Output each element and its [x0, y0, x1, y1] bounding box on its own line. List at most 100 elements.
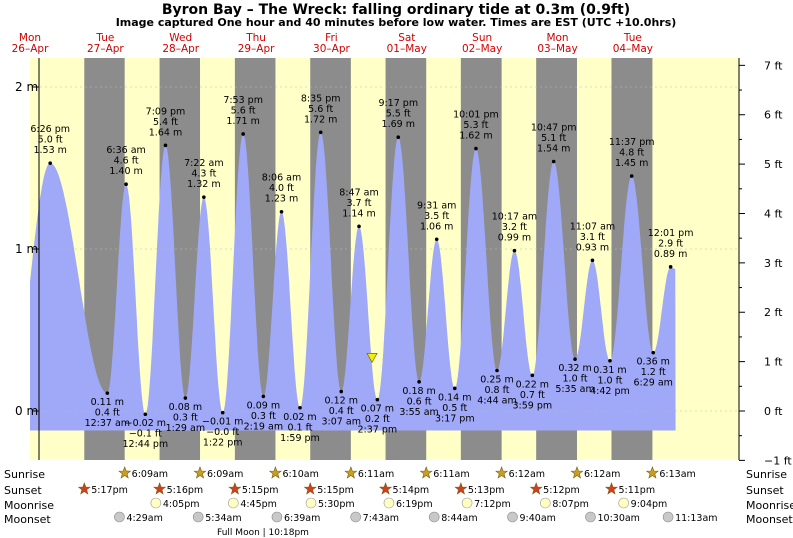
low-tide-label: 0.07 m0.2 ft2:37 pm: [358, 397, 397, 436]
tide-point: [452, 386, 457, 391]
tide-point: [339, 389, 344, 394]
moonrise-time: 7:12pm: [474, 499, 511, 510]
tide-point: [668, 265, 673, 269]
day-date: 30–Apr: [313, 43, 350, 55]
low-tide-label: 0.25 m0.8 ft4:44 am: [477, 368, 517, 407]
high-tide-label: 9:31 am3.5 ft1.06 m: [417, 200, 456, 242]
moonrise-time: 4:05pm: [163, 499, 200, 510]
tide-label-m: 1.23 m: [265, 194, 298, 205]
moonrise-icon: [228, 497, 239, 509]
tide-label-time: 6:29 am: [634, 378, 673, 389]
sunset-icon: [228, 482, 242, 495]
tide-point: [220, 410, 225, 415]
tide-label-m: 0.11 m: [91, 397, 124, 408]
tide-label-time: 4:44 am: [477, 396, 516, 407]
day-date: 04–May: [613, 43, 653, 55]
day-name: Tue: [623, 32, 642, 44]
tide-label-ft: 0.8 ft: [484, 385, 509, 396]
tide-point: [241, 132, 245, 136]
tide-label-ft: 0.6 ft: [407, 396, 432, 407]
tide-label-ft: 0.5 ft: [442, 403, 467, 414]
sunrise-icon: [344, 466, 358, 479]
day-name: Thu: [245, 32, 266, 44]
low-tide-label: 0.09 m0.3 ft2:19 am: [244, 394, 283, 432]
tide-point: [298, 405, 302, 410]
tide-label-ft: 0.4 ft: [95, 408, 120, 419]
tide-label-ft: 5.3 ft: [463, 120, 488, 131]
tide-label-m: 1.45 m: [615, 158, 648, 169]
tide-label-m: 0.31 m: [593, 365, 626, 376]
tide-label-ft: 1.0 ft: [597, 375, 622, 386]
tide-label-m: 0.02 m: [283, 412, 316, 423]
right-axis-label: 7 ft: [764, 59, 783, 72]
tide-point: [573, 357, 577, 361]
tide-label-time: 4:42 pm: [590, 386, 630, 397]
tide-label-ft: 4.6 ft: [114, 156, 139, 167]
day-name: Sun: [472, 32, 492, 44]
grid-lines: [30, 86, 739, 412]
low-tide-label: 0.18 m0.6 ft3:55 am: [399, 380, 439, 418]
tide-label-ft: 0.2 ft: [365, 414, 390, 425]
tide-label-time: 12:01 pm: [648, 228, 694, 239]
moonset-time: 9:40am: [520, 513, 556, 524]
tide-label-ft: 2.9 ft: [658, 238, 683, 249]
moonrise-icon: [618, 497, 629, 509]
low-tide-label: 0.22 m0.7 ft3:59 pm: [513, 373, 552, 411]
sunrise-icon: [570, 466, 584, 479]
tide-label-m: 1.69 m: [382, 119, 415, 130]
tide-label-m: 0.99 m: [498, 233, 531, 244]
moonset-icon: [192, 511, 204, 523]
low-tide-label: 0.12 m0.4 ft3:07 am: [322, 389, 361, 428]
high-tide-label: 8:35 pm5.6 ft1.72 m: [301, 93, 341, 135]
sunset-icon: [153, 482, 167, 495]
tide-label-ft: 4.8 ft: [619, 148, 644, 159]
sunrise-time: 6:09am: [132, 469, 168, 480]
high-tide-label: 12:01 pm2.9 ft0.89 m: [648, 228, 694, 269]
sunrise-time: 6:12am: [584, 469, 620, 480]
day-name: Tue: [95, 32, 114, 44]
tide-label-time: 1:29 am: [166, 423, 205, 434]
tide-label-ft: 4.0 ft: [269, 183, 294, 194]
tide-label-m: 0.25 m: [480, 375, 513, 386]
sunset-time: 5:14pm: [393, 485, 430, 496]
moonrise-time: 8:07pm: [552, 499, 589, 510]
moonrise-row-label-right: Moonrise: [746, 499, 793, 512]
moonset-time: 6:39am: [284, 513, 320, 524]
tide-point: [318, 130, 323, 135]
tide-point: [48, 161, 52, 165]
low-tide-label: 0.02 m0.1 ft1:59 pm: [280, 405, 320, 444]
tide-label-time: 8:06 am: [262, 173, 301, 184]
sunrise-icon: [419, 466, 433, 479]
tide-label-m: 0.32 m: [558, 363, 591, 374]
sunset-time: 5:17pm: [91, 485, 128, 496]
day-date: 26–Apr: [12, 43, 49, 55]
sunrise-time: 6:09am: [207, 469, 243, 480]
low-tide-label: 0.08 m0.3 ft1:29 am: [166, 396, 205, 434]
tide-label-time: 2:19 am: [244, 421, 283, 432]
tide-label-m: 1.32 m: [187, 179, 220, 190]
high-tide-label: 11:37 pm4.8 ft1.45 m: [609, 137, 655, 178]
sunset-icon: [77, 482, 91, 495]
tide-label-ft: 0.3 ft: [251, 411, 276, 422]
tide-point: [279, 209, 284, 214]
tide-label-ft: 0.3 ft: [173, 413, 198, 424]
high-tide-label: 7:53 pm5.6 ft1.71 m: [223, 95, 263, 136]
tide-point: [105, 391, 110, 395]
tide-label-m: 1.62 m: [459, 131, 492, 142]
sunrise-row-label-right: Sunrise: [746, 468, 787, 481]
chart-title: Byron Bay – The Wreck: falling ordinary …: [162, 2, 630, 18]
tide-label-m: 0.09 m: [247, 400, 280, 411]
tide-label-ft: 5.5 ft: [386, 109, 411, 120]
low-tide-label: 0.32 m1.0 ft5:35 am: [555, 357, 595, 395]
tide-label-time: 1:59 pm: [280, 433, 320, 444]
tide-label-m: 0.14 m: [438, 392, 471, 403]
moonset-icon: [662, 511, 674, 523]
tide-point: [629, 174, 634, 178]
sunset-icon: [303, 482, 317, 495]
tide-label-time: 7:09 pm: [146, 106, 186, 117]
tide-point: [495, 368, 499, 373]
left-axis-label: 2 m: [15, 80, 38, 94]
sunset-time: 5:12pm: [543, 485, 580, 496]
